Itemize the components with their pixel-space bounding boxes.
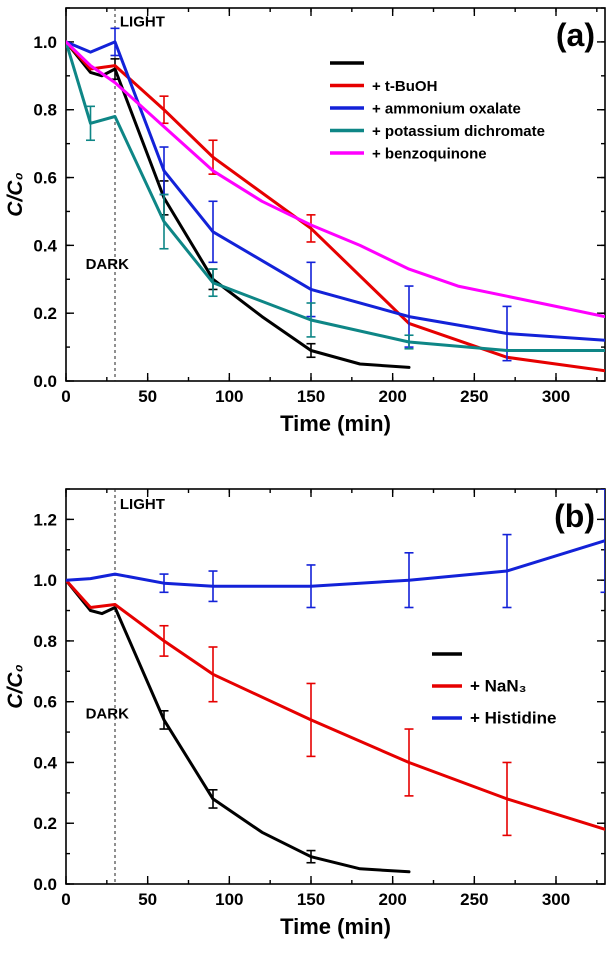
y-tick-label: 1.0 bbox=[33, 571, 57, 590]
y-axis-title: C/C₀ bbox=[4, 172, 27, 216]
error-bar bbox=[600, 489, 605, 594]
series-line bbox=[66, 40, 605, 373]
y-tick-label: 0.8 bbox=[33, 101, 57, 120]
x-axis-title: Time (min) bbox=[280, 411, 391, 436]
series-line bbox=[66, 578, 605, 831]
legend-label: + benzoquinone bbox=[372, 146, 487, 163]
legend-label: + potassium dichromate bbox=[372, 123, 545, 140]
x-tick-label: 250 bbox=[460, 387, 488, 406]
panel-label: (a) bbox=[556, 17, 595, 53]
series-line bbox=[66, 40, 605, 352]
x-tick-label: 250 bbox=[460, 890, 488, 909]
tick-marks bbox=[65, 488, 605, 885]
x-tick-label: 300 bbox=[542, 387, 570, 406]
legend-label: + t-BuOH bbox=[372, 78, 437, 95]
legend-label: + NaN₃ bbox=[470, 677, 527, 696]
y-tick-label: 0.2 bbox=[33, 304, 57, 323]
x-tick-label: 50 bbox=[138, 890, 157, 909]
series-group bbox=[66, 27, 605, 373]
legend-label: + ammonium oxalate bbox=[372, 101, 521, 118]
y-tick-label: 0.2 bbox=[33, 814, 57, 833]
annotation-dark: DARK bbox=[86, 705, 129, 722]
series-line bbox=[66, 578, 411, 874]
x-tick-label: 300 bbox=[542, 890, 570, 909]
x-tick-label: 200 bbox=[378, 387, 406, 406]
series-line bbox=[66, 539, 605, 588]
chart-b: 0 50 100 150 200 250 300 0.0 0.2 0.4 0.6 0.8 1.0 1.2 L… bbox=[4, 488, 606, 939]
series-line bbox=[66, 40, 605, 319]
annotation-light: LIGHT bbox=[120, 14, 165, 31]
x-tick-label: 150 bbox=[297, 387, 325, 406]
legend-label: + Histidine bbox=[470, 709, 556, 728]
y-tick-label: 0.4 bbox=[33, 753, 57, 772]
panel-label: (b) bbox=[554, 498, 595, 534]
y-tick-label: 1.2 bbox=[33, 510, 57, 529]
chart-a: 0 50 100 150 200 250 300 0.0 0.2 0.4 0.6 0.8 1.0 LIGH… bbox=[4, 7, 606, 436]
x-tick-label: 100 bbox=[215, 387, 243, 406]
tick-marks bbox=[65, 7, 605, 382]
series-group bbox=[66, 489, 605, 874]
x-tick-label: 0 bbox=[61, 387, 70, 406]
y-tick-label: 0.6 bbox=[33, 169, 57, 188]
y-tick-label: 0.0 bbox=[33, 875, 57, 894]
y-tick-label: 0.8 bbox=[33, 632, 57, 651]
panel-b: 0 50 100 150 200 250 300 0.0 0.2 0.4 0.6 0.8 1.0 1.2 L… bbox=[0, 479, 615, 959]
series-line bbox=[66, 40, 411, 369]
y-tick-label: 1.0 bbox=[33, 33, 57, 52]
x-tick-label: 200 bbox=[378, 890, 406, 909]
annotation-dark: DARK bbox=[86, 256, 129, 273]
y-tick-label: 0.6 bbox=[33, 693, 57, 712]
x-tick-label: 100 bbox=[215, 890, 243, 909]
y-tick-label: 0.4 bbox=[33, 236, 57, 255]
x-axis-title: Time (min) bbox=[280, 914, 391, 939]
panel-a: 0 50 100 150 200 250 300 0.0 0.2 0.4 0.6 0.8 1.0 LIGH… bbox=[0, 0, 615, 479]
plot-frame bbox=[65, 488, 606, 885]
y-tick-label: 0.0 bbox=[33, 372, 57, 391]
plot-frame bbox=[65, 7, 606, 382]
y-axis-title: C/C₀ bbox=[4, 664, 27, 708]
annotation-light: LIGHT bbox=[120, 496, 165, 513]
x-tick-label: 0 bbox=[61, 890, 70, 909]
x-tick-label: 150 bbox=[297, 890, 325, 909]
series-line bbox=[66, 40, 605, 342]
x-tick-label: 50 bbox=[138, 387, 157, 406]
